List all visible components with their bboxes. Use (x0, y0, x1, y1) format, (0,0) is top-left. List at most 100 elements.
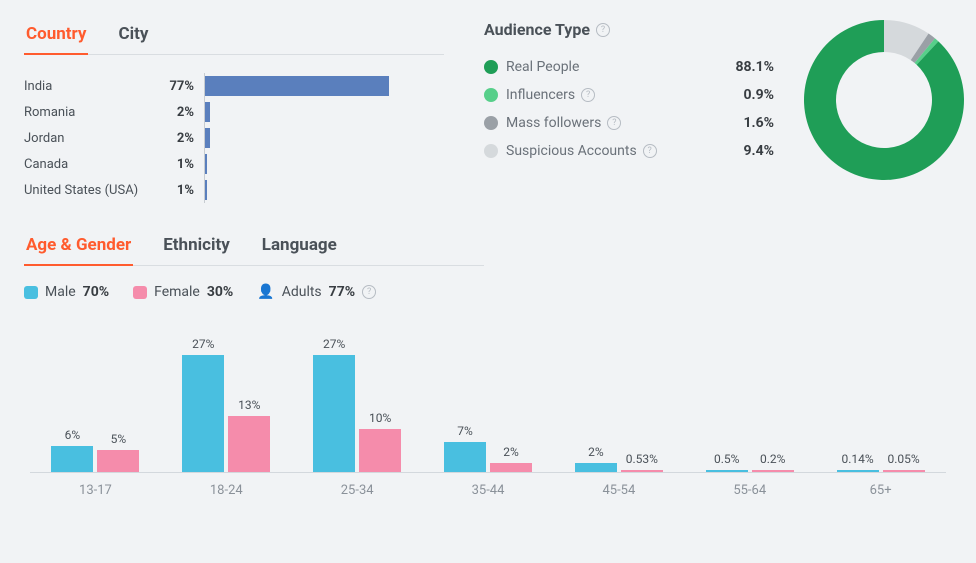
country-bar-chart: India77%Romania2%Jordan2%Canada1%United … (24, 73, 444, 203)
audience-name: Real People (506, 59, 706, 75)
audience-swatch (484, 88, 498, 102)
country-label: Canada (24, 157, 162, 172)
age-bar-female: 13% (228, 398, 270, 472)
age-bar-male: 0.5% (706, 452, 748, 472)
country-pct: 2% (162, 105, 204, 120)
age-bar-female-value: 0.53% (626, 452, 658, 466)
info-icon[interactable]: ? (607, 116, 621, 130)
age-bar-male-value: 27% (323, 337, 345, 351)
legend-female-label: Female (154, 284, 200, 300)
audience-name: Influencers ? (506, 87, 706, 103)
country-bar-track (204, 151, 444, 177)
tab-ethnicity[interactable]: Ethnicity (161, 231, 232, 265)
age-bar-male-value: 2% (588, 445, 604, 459)
age-bar-female-value: 0.2% (760, 452, 785, 466)
audience-name: Mass followers ? (506, 115, 706, 131)
legend-adults-pct: 77% (329, 284, 355, 300)
age-bar-female: 2% (490, 445, 532, 472)
demographics-panel: Age & Gender Ethnicity Language Male 70%… (24, 231, 952, 498)
age-bar-male: 27% (182, 337, 224, 472)
country-row: Romania2% (24, 99, 444, 125)
age-bar-male-value: 0.14% (841, 452, 873, 466)
age-group-label: 13-17 (79, 483, 112, 498)
age-gender-bar-chart: 6% 5% 13-17 27% 13% 18-24 27% 10% 25-34 7% 2% 35-44… (24, 318, 952, 498)
age-bars: 27% 10% (292, 323, 423, 473)
age-bar-male-fill (182, 355, 224, 472)
country-bar-track (204, 73, 444, 99)
tab-country[interactable]: Country (24, 20, 88, 54)
country-bar-track (204, 99, 444, 125)
audience-value: 88.1% (714, 59, 774, 75)
age-group-label: 45-54 (602, 483, 635, 498)
tab-city[interactable]: City (116, 20, 150, 54)
legend-male: Male 70% (24, 284, 109, 300)
age-bar-male-value: 7% (457, 424, 473, 438)
legend-adults: 👤 Adults 77% ? (257, 284, 376, 300)
male-swatch (24, 286, 38, 299)
age-bar-male-value: 0.5% (714, 452, 739, 466)
audience-panel: Audience Type ? Real People 88.1%Influen… (484, 20, 964, 203)
audience-donut-chart (804, 20, 964, 180)
age-group-label: 55-64 (733, 483, 766, 498)
age-bars: 6% 5% (30, 323, 161, 473)
age-bar-female-fill (883, 470, 925, 472)
info-icon[interactable]: ? (643, 144, 657, 158)
country-row: Jordan2% (24, 125, 444, 151)
age-bar-male-value: 27% (192, 337, 214, 351)
tab-age-gender[interactable]: Age & Gender (24, 231, 133, 265)
country-bar (205, 154, 207, 174)
legend-male-pct: 70% (83, 284, 109, 300)
audience-swatch (484, 116, 498, 130)
geo-tabs: Country City (24, 20, 444, 55)
age-group: 7% 2% 35-44 (423, 323, 554, 498)
age-bar-female-fill (490, 463, 532, 472)
age-bar-female-value: 5% (111, 432, 127, 446)
country-label: India (24, 79, 162, 94)
age-bar-female-value: 0.05% (887, 452, 919, 466)
female-swatch (133, 286, 147, 299)
age-bar-male: 6% (51, 428, 93, 472)
age-bar-male: 2% (575, 445, 617, 472)
age-bar-female-fill (621, 470, 663, 472)
age-bar-female-fill (228, 416, 270, 472)
audience-title: Audience Type ? (484, 20, 774, 39)
age-bar-female: 0.53% (621, 452, 663, 472)
audience-row: Real People 88.1% (484, 53, 774, 81)
age-group-label: 35-44 (472, 483, 505, 498)
country-row: United States (USA)1% (24, 177, 444, 203)
audience-swatch (484, 60, 498, 74)
age-bar-female-fill (97, 450, 139, 472)
info-icon[interactable]: ? (596, 23, 610, 37)
age-group: 0.5% 0.2% 55-64 (684, 323, 815, 498)
age-bar-female-fill (359, 429, 401, 472)
age-bar-male: 27% (313, 337, 355, 472)
country-label: United States (USA) (24, 183, 162, 198)
country-pct: 1% (162, 157, 204, 172)
tab-language[interactable]: Language (260, 231, 339, 265)
age-bars: 27% 13% (161, 323, 292, 473)
age-bar-male: 0.14% (837, 452, 879, 472)
age-bar-male-fill (444, 442, 486, 472)
legend-female: Female 30% (133, 284, 233, 300)
legend-adults-label: Adults (282, 284, 322, 300)
info-icon[interactable]: ? (362, 285, 376, 299)
age-group: 27% 10% 25-34 (292, 323, 423, 498)
country-label: Jordan (24, 131, 162, 146)
age-group-label: 18-24 (210, 483, 243, 498)
info-icon[interactable]: ? (581, 88, 595, 102)
audience-row: Influencers ? 0.9% (484, 81, 774, 109)
age-bar-male-fill (837, 470, 879, 472)
age-bar-male-value: 6% (65, 428, 81, 442)
age-group: 0.14%0.05%65+ (815, 323, 946, 498)
audience-row: Suspicious Accounts ?9.4% (484, 137, 774, 165)
legend-male-label: Male (45, 284, 76, 300)
legend-female-pct: 30% (207, 284, 233, 300)
country-panel: Country City India77%Romania2%Jordan2%Ca… (24, 20, 444, 203)
age-bar-female: 10% (359, 411, 401, 472)
audience-value: 0.9% (714, 87, 774, 103)
country-bar (205, 180, 207, 200)
age-group-label: 25-34 (341, 483, 374, 498)
country-bar (205, 76, 389, 96)
country-row: India77% (24, 73, 444, 99)
age-bars: 2% 0.53% (553, 323, 684, 473)
